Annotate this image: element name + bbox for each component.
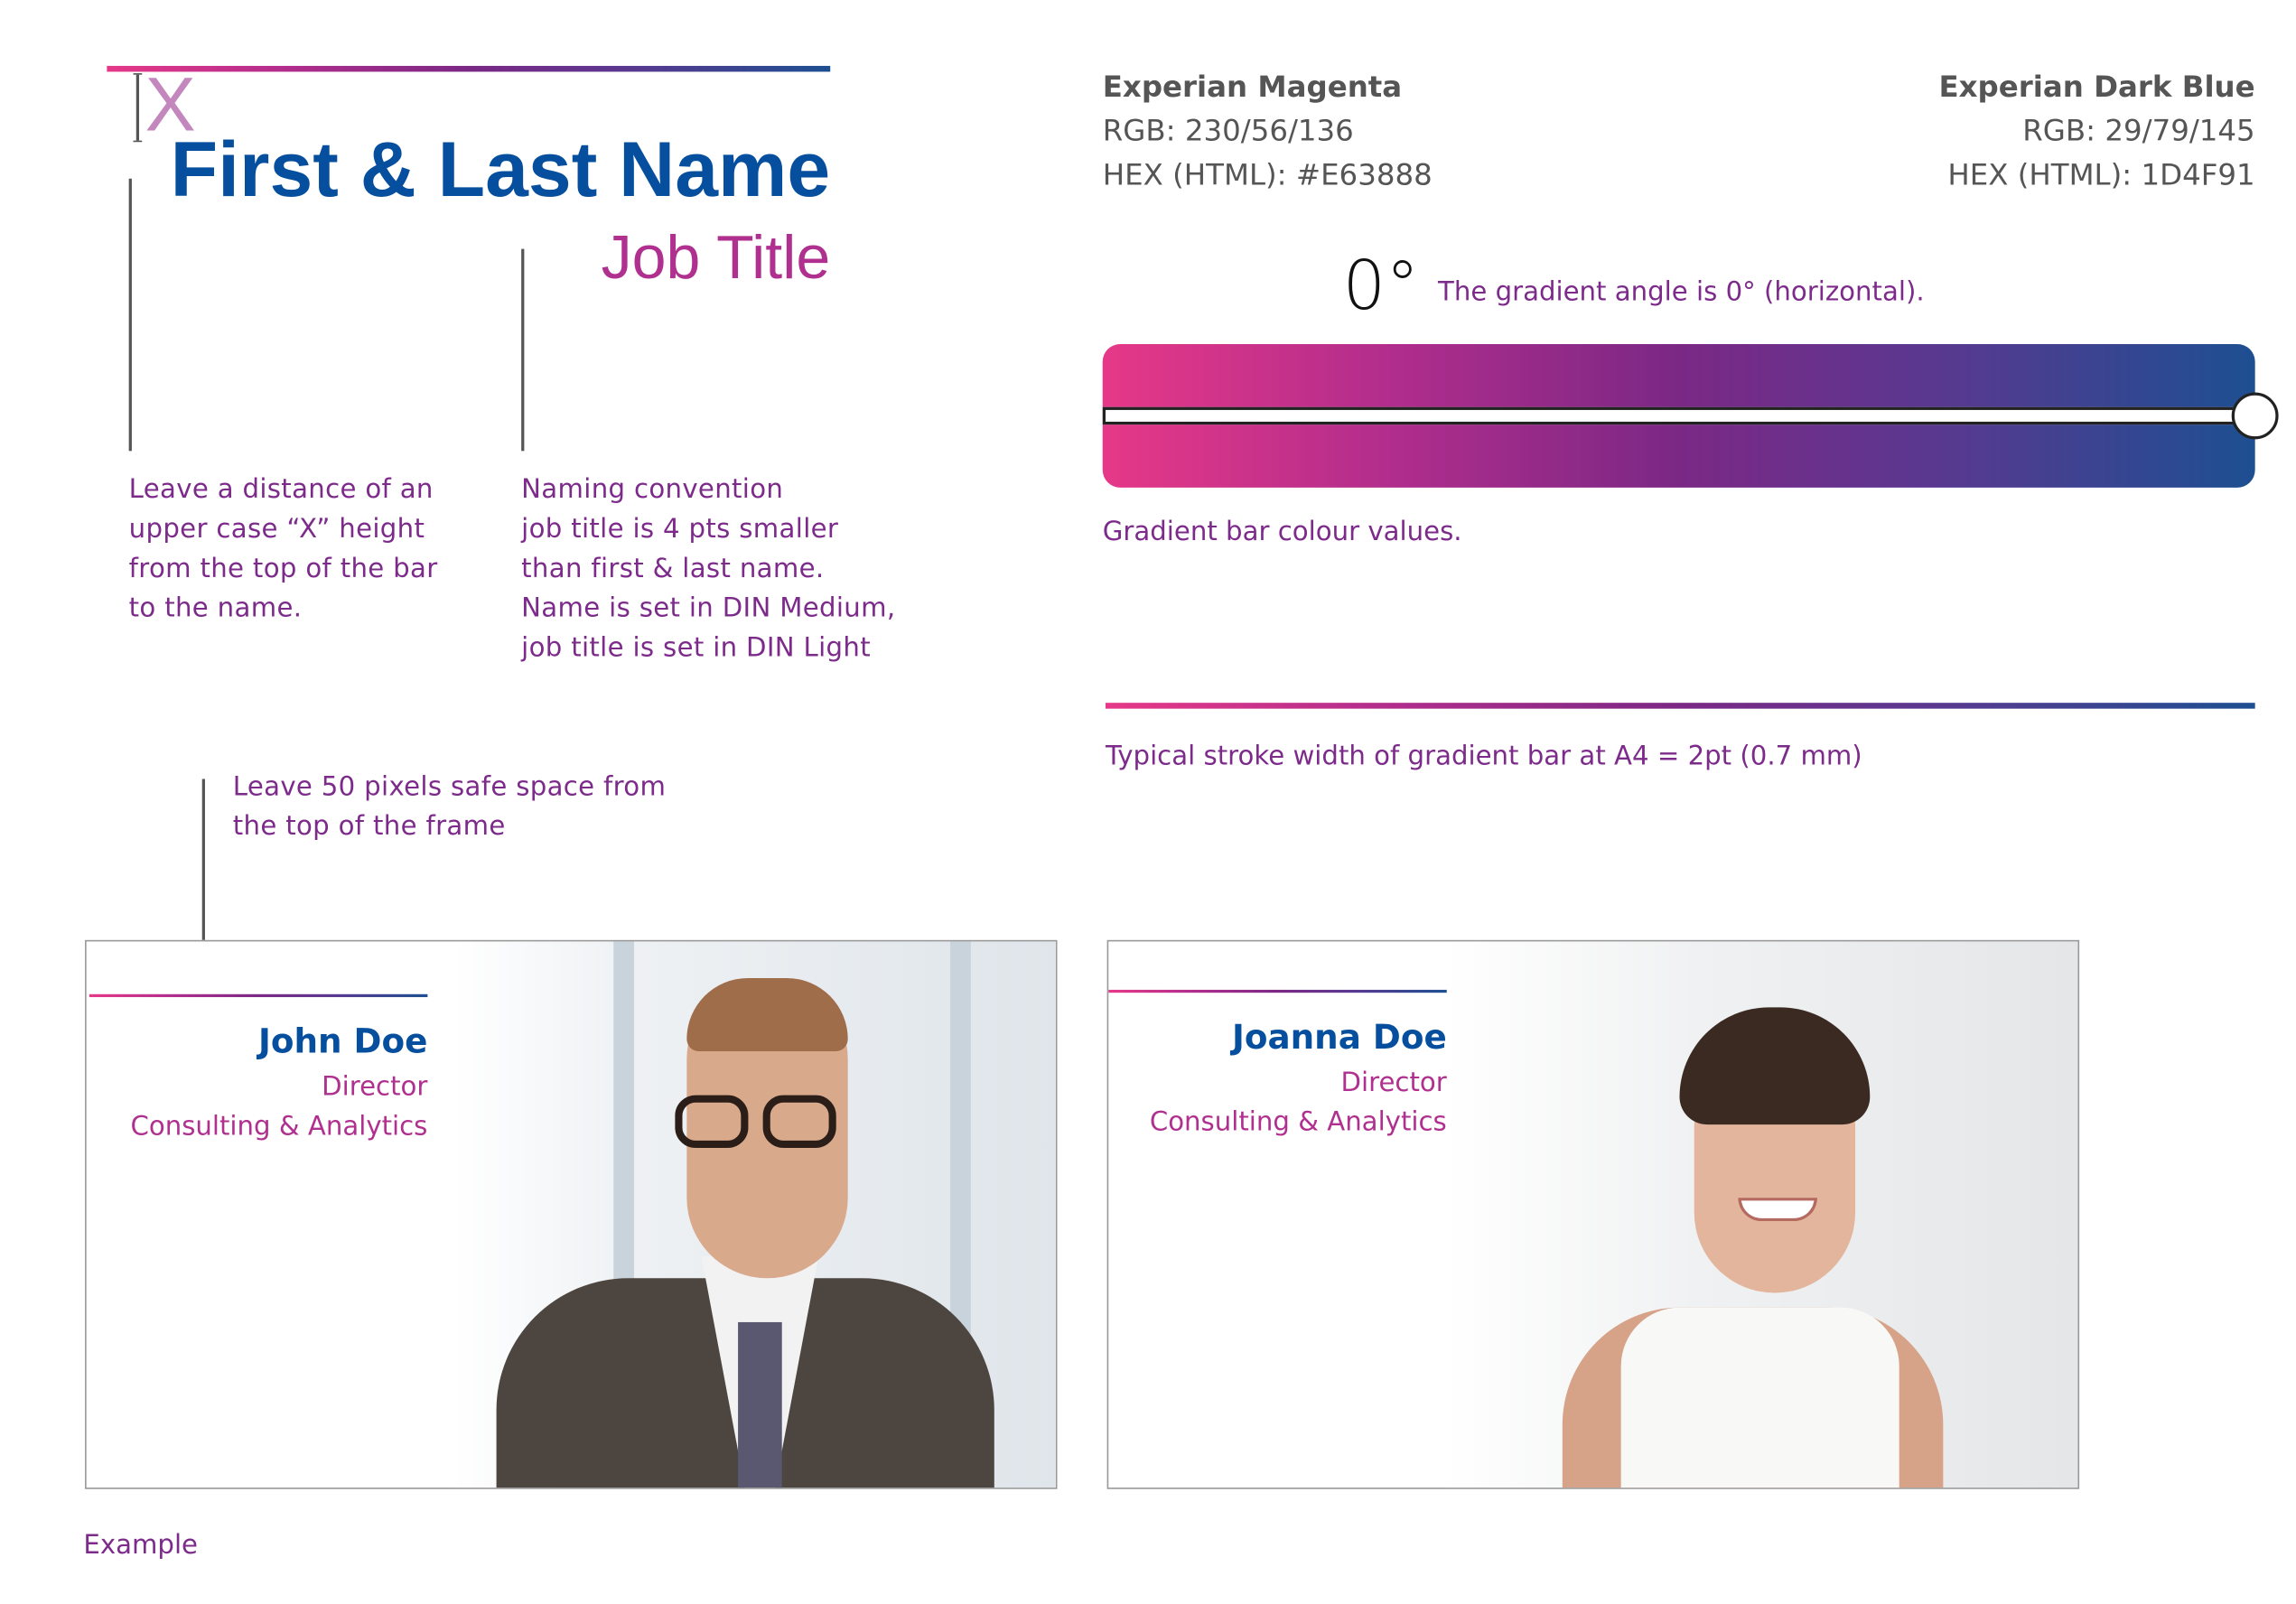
guide-line xyxy=(521,248,524,452)
name-demo: First & Last Name xyxy=(170,127,831,214)
swatch-hex: HEX (HTML): 1D4F91 xyxy=(1947,156,2255,192)
swatch-name: Experian Magenta xyxy=(1102,69,1403,105)
photo-man xyxy=(452,941,1056,1488)
x-height-marker xyxy=(133,73,143,143)
swatch-hex: HEX (HTML): #E63888 xyxy=(1102,156,1433,192)
angle-slider-track[interactable] xyxy=(1102,406,2238,425)
safe-space-line xyxy=(201,779,205,982)
angle-slider-handle[interactable] xyxy=(2231,392,2279,440)
card-gradient-bar xyxy=(89,993,428,998)
swatch-rgb: RGB: 230/56/136 xyxy=(1102,112,1354,148)
x-height-note: Leave a distance of an upper case “X” he… xyxy=(128,474,438,624)
card-gradient-bar xyxy=(1108,989,1447,993)
card-department: Consulting & Analytics xyxy=(130,1111,428,1142)
safe-space-note: Leave 50 pixels safe space from the top … xyxy=(232,771,667,843)
swatch-name: Experian Dark Blue xyxy=(1938,69,2255,105)
example-label: Example xyxy=(83,1530,199,1562)
swatch-dark-blue: Experian Dark Blue RGB: 29/79/145 HEX (H… xyxy=(1938,64,2254,196)
stroke-width-note: Typical stroke width of gradient bar at … xyxy=(1106,741,1862,772)
naming-note: Naming convention job title is 4 pts sma… xyxy=(521,474,896,664)
angle-caption: The gradient angle is 0° (horizontal). xyxy=(1438,276,1925,308)
card-title: Director xyxy=(322,1071,428,1103)
card-name: John Doe xyxy=(257,1023,428,1062)
gradient-values-note: Gradient bar colour values. xyxy=(1102,517,1462,548)
job-title-demo: Job Title xyxy=(601,222,831,292)
x-height-letter: X xyxy=(145,62,196,148)
card-department: Consulting & Analytics xyxy=(1149,1106,1447,1138)
example-card-joanna: Joanna Doe Director Consulting & Analyti… xyxy=(1106,939,2080,1489)
swatch-magenta: Experian Magenta RGB: 230/56/136 HEX (HT… xyxy=(1103,64,1433,196)
card-name: Joanna Doe xyxy=(1231,1019,1447,1058)
angle-value: 0° xyxy=(1342,246,1420,325)
swatch-rgb: RGB: 29/79/145 xyxy=(2022,112,2255,148)
example-card-john: John Doe Director Consulting & Analytics xyxy=(85,939,1058,1489)
guide-line xyxy=(128,178,132,452)
gradient-bar-top xyxy=(107,65,831,72)
stroke-bar-sample xyxy=(1106,703,2255,709)
photo-woman xyxy=(1445,941,2078,1488)
card-title: Director xyxy=(1340,1067,1447,1098)
